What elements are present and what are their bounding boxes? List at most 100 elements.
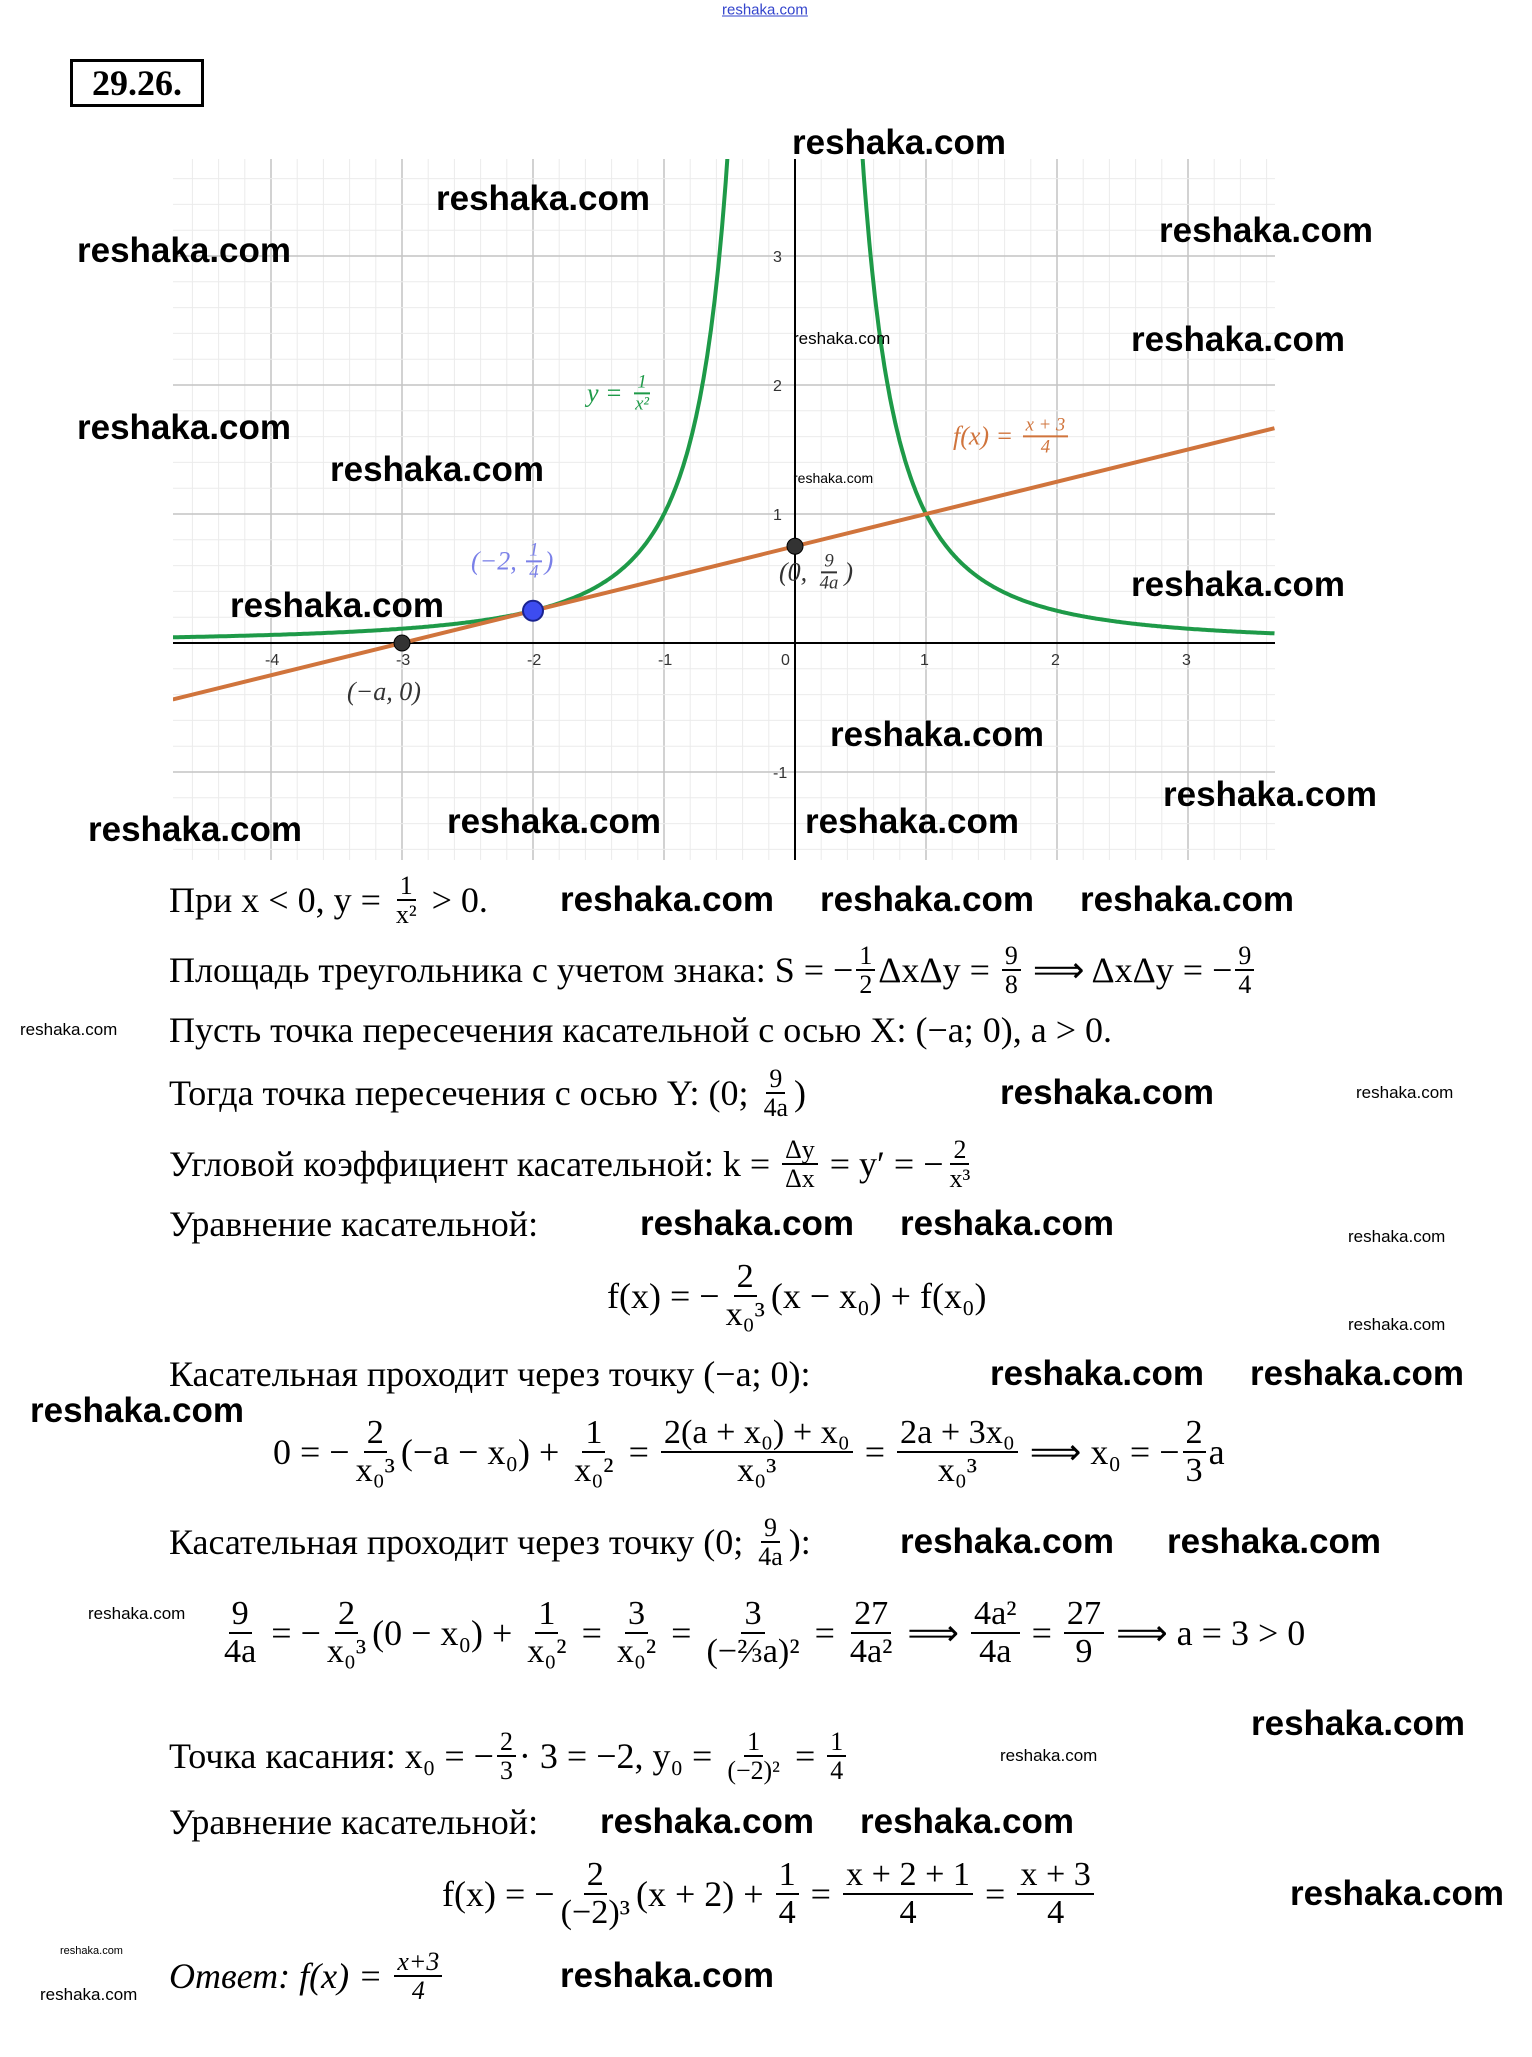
fraction: Δy Δx	[782, 1136, 818, 1192]
text-segment: Точка касания: x₀ = −	[169, 1736, 494, 1776]
fraction: 9 4a	[221, 1596, 259, 1670]
numerator: 1	[582, 1415, 606, 1453]
text-segment: =	[662, 1613, 701, 1653]
watermark: reshaka.com	[1290, 1874, 1505, 1913]
text-segment: y =	[587, 378, 630, 407]
fraction: 3 (−⅔a)²	[703, 1596, 802, 1670]
denominator: 4	[1047, 1894, 1065, 1931]
text-segment: (−a − x₀) +	[400, 1432, 569, 1472]
numerator: 1	[535, 1596, 559, 1634]
text-segment: Угловой коэффициент касательной: k =	[169, 1144, 780, 1184]
text-segment: )	[794, 1073, 807, 1113]
text-segment: = −	[262, 1613, 321, 1653]
numerator: 9	[228, 1596, 252, 1634]
fraction: 9 4a	[817, 551, 842, 592]
text-line: Касательная проходит через точку (0; 9 4a…	[169, 1512, 811, 1572]
numerator: 9	[1001, 942, 1021, 971]
watermark: reshaka.com	[1131, 565, 1346, 604]
text-segment: )	[544, 546, 554, 575]
text-segment: =	[976, 1874, 1015, 1914]
text-segment: (−a, 0)	[347, 677, 421, 706]
formula: 9 4a = −2 x₀³ (0 − x₀) + 1 x₀² = 3 x₀² = 3 (−⅔…	[218, 1596, 1305, 1670]
numerator: 1	[856, 942, 876, 971]
watermark: reshaka.com	[722, 1, 808, 19]
fraction: 2 x₀³	[324, 1596, 369, 1670]
watermark: reshaka.com	[830, 715, 1045, 754]
denominator: 4a²	[849, 1633, 893, 1670]
numerator: x + 2 + 1	[842, 1857, 974, 1895]
text-line: Касательная проходит через точку (−a; 0)…	[169, 1344, 811, 1404]
numerator: 9	[766, 1065, 786, 1094]
numerator: 2	[1182, 1415, 1206, 1453]
numerator: 2	[363, 1415, 387, 1453]
fraction: x+3 4	[394, 1948, 443, 2005]
watermark: reshaka.com	[793, 329, 891, 348]
text-segment: =	[619, 1432, 658, 1472]
function-graph: -4 -3 -2 -1 0 1 2 3 -1 1 2 3	[173, 159, 1275, 860]
denominator: 4a	[763, 1093, 789, 1122]
denominator: (−⅔a)²	[706, 1633, 800, 1670]
watermark: reshaka.com	[990, 1354, 1205, 1393]
watermark: reshaka.com	[1131, 320, 1346, 359]
text-segment: =	[855, 1432, 894, 1472]
watermark: reshaka.com	[1159, 211, 1374, 250]
text-segment: При x < 0, y =	[169, 880, 390, 920]
denominator: 4	[899, 1894, 917, 1931]
text-line: Уравнение касательной:	[169, 1792, 538, 1852]
text-segment: 0 = −	[273, 1432, 350, 1472]
y-tick-label: -1	[773, 765, 787, 782]
watermark: reshaka.com	[1163, 775, 1378, 814]
text-line: Угловой коэффициент касательной: k = Δy Δ…	[169, 1134, 976, 1194]
text-segment: f(x) = −	[442, 1874, 555, 1914]
curve-left-branch	[173, 159, 730, 640]
numerator: 2	[496, 1728, 516, 1757]
denominator: Δx	[785, 1164, 815, 1193]
numerator: 1	[827, 1728, 847, 1757]
x-tick-label: -1	[658, 652, 672, 669]
fraction: 4a² 4a	[971, 1596, 1020, 1670]
y-tick-label: 2	[773, 378, 782, 395]
denominator: 2	[859, 970, 873, 999]
denominator: 8	[1004, 970, 1018, 999]
watermark: reshaka.com	[20, 1020, 118, 1039]
denominator: 4a	[224, 1633, 257, 1670]
watermark: reshaka.com	[1000, 1073, 1215, 1112]
fraction: 9 4a	[761, 1065, 791, 1122]
text-line: Точка касания: x₀ = −2 3 · 3 = −2, y₀ = 1(…	[169, 1726, 849, 1786]
numerator: 2	[334, 1596, 359, 1634]
text-segment: = y′ = −	[820, 1144, 944, 1184]
text-segment: a	[1208, 1432, 1225, 1472]
denominator: 4	[778, 1894, 796, 1931]
fraction: 3 x₀²	[614, 1596, 659, 1670]
text-segment: ⟹ x₀ = −	[1020, 1432, 1180, 1472]
y-tick-label: 3	[773, 249, 782, 266]
watermark: reshaka.com	[1348, 1227, 1446, 1246]
watermark: reshaka.com	[560, 1956, 775, 1995]
fraction: 1 (−2)²	[724, 1728, 783, 1785]
watermark: reshaka.com	[793, 470, 874, 486]
numerator: 3	[741, 1596, 765, 1634]
x-tick-label: 0	[781, 652, 790, 669]
watermark: reshaka.com	[900, 1204, 1115, 1243]
fraction: 1 x₀²	[571, 1415, 616, 1489]
fraction: 2 x³	[947, 1136, 974, 1193]
numerator: 3	[624, 1596, 649, 1634]
numerator: 9	[1235, 942, 1255, 971]
fraction: 2 x₀³	[723, 1259, 768, 1333]
text-segment: > 0.	[422, 880, 488, 920]
x-tick-label: 2	[1051, 652, 1060, 669]
text-segment: ):	[788, 1522, 811, 1562]
denominator: (−2)²	[727, 1756, 780, 1785]
denominator: 4	[411, 1976, 425, 2005]
denominator: 4a	[758, 1542, 783, 1571]
text-segment: Уравнение касательной:	[169, 1204, 539, 1244]
